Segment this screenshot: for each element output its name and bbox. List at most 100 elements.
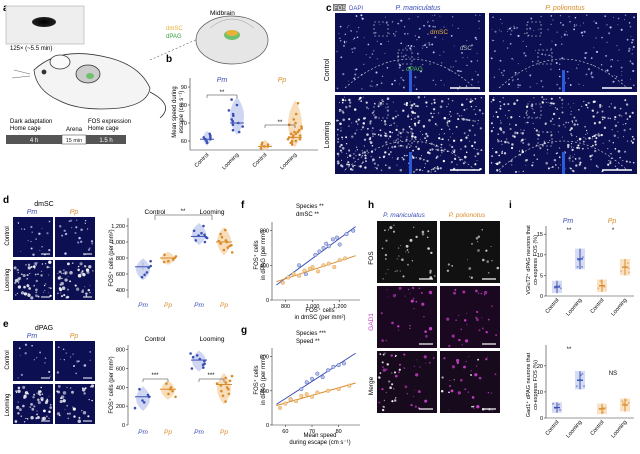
c-signal-dot [411, 135, 414, 138]
h-signal-dot [382, 278, 384, 280]
e-row-control: Control [5, 350, 11, 369]
e-point [167, 392, 170, 396]
e-signal-dot [88, 398, 90, 401]
e-signal-dot [59, 399, 63, 404]
e-species-pm: Pm [27, 333, 38, 340]
h-signal-dot [384, 229, 386, 232]
c-signal-dot [356, 149, 358, 151]
h-signal-dot [385, 368, 388, 371]
h-signal-dot [475, 365, 478, 367]
c-signal-dot [490, 122, 493, 125]
c-signal-dot [558, 156, 561, 159]
h-signal-dot [399, 270, 401, 272]
e-signal-dot [16, 405, 20, 410]
c-signal-dot [470, 105, 473, 108]
c-signal-dot [345, 136, 348, 139]
c-signal-dot [371, 127, 374, 130]
c-signal-dot [474, 164, 476, 166]
c-signal-dot [411, 114, 412, 116]
h-signal-dot [469, 276, 471, 278]
c-signal-dot [450, 35, 453, 37]
panel-letter-g: g [241, 325, 247, 336]
d-signal-dot [91, 242, 93, 245]
c-signal-dot [490, 100, 493, 103]
h-signal-dot [465, 339, 469, 343]
c-signal-dot [448, 125, 449, 127]
c-signal-dot [490, 57, 493, 60]
c-signal-dot [556, 152, 559, 154]
c-signal-dot [351, 48, 354, 50]
c-signal-dot [499, 105, 502, 107]
e-signal-dot [69, 387, 72, 389]
d-signal-dot [26, 283, 29, 286]
c-signal-dot [338, 32, 340, 34]
c-signal-dot [501, 150, 504, 153]
c-signal-dot [380, 82, 383, 84]
d-signal-dot [57, 272, 59, 274]
g-point [320, 375, 325, 380]
b-point [293, 130, 296, 134]
c-signal-dot [592, 115, 595, 118]
d-signal-dot [68, 220, 71, 223]
d-point [162, 260, 166, 264]
c-signal-dot [418, 36, 420, 39]
d-signal-dot [35, 288, 38, 292]
c-signal-dot [558, 124, 561, 127]
c-signal-dot [573, 153, 575, 155]
c-signal-dot [381, 75, 384, 78]
c-signal-dot [362, 152, 364, 154]
g-point [336, 387, 341, 392]
h-signal-dot [413, 226, 415, 228]
c-signal-dot [608, 160, 610, 161]
c-signal-dot [414, 124, 417, 127]
d-signal-dot [89, 292, 91, 294]
e-signal-dot [56, 412, 61, 416]
c-signal-dot [591, 76, 594, 79]
h-signal-dot [477, 235, 481, 238]
g-point [304, 380, 309, 385]
d-group-label: Looming [200, 209, 225, 216]
g-point [288, 397, 293, 402]
h-signal-dot [486, 260, 490, 263]
c-signal-dot [608, 106, 610, 108]
c-signal-dot [439, 105, 443, 109]
c-signal-dot [422, 134, 424, 136]
c-signal-dot [614, 75, 616, 76]
h-signal-dot [411, 260, 414, 262]
c-signal-dot [493, 76, 495, 78]
c-signal-dot [575, 164, 578, 167]
c-signal-dot [550, 97, 553, 100]
e-signal-dot [57, 346, 60, 349]
c-signal-dot [441, 152, 443, 154]
e-signal-dot [60, 395, 65, 399]
h-signal-dot [381, 387, 384, 391]
d-signal-dot [83, 265, 87, 268]
c-signal-dot [499, 170, 502, 173]
c-signal-dot [447, 103, 449, 105]
e-signal-dot [56, 371, 60, 374]
c-signal-dot [628, 161, 632, 164]
c-signal-dot [585, 51, 588, 54]
c-signal-dot [524, 32, 526, 35]
c-signal-dot [339, 102, 341, 103]
e-signal-dot [31, 407, 35, 411]
c-signal-dot [410, 118, 413, 121]
h-signal-dot [378, 376, 381, 379]
c-signal-dot [451, 16, 454, 18]
h-signal-dot [405, 244, 409, 248]
g-x-tick-label: 70 [309, 429, 315, 435]
c-signal-dot [492, 115, 495, 118]
h-signal-dot [397, 325, 400, 328]
e-signal-dot [24, 391, 29, 395]
c-signal-dot [551, 40, 553, 42]
d-signal-dot [77, 273, 82, 278]
e-group-label: Control [145, 336, 167, 343]
c-signal-dot [493, 50, 496, 53]
b-point [298, 134, 302, 137]
c-signal-dot [363, 151, 366, 154]
b-species-pm: Pm [217, 77, 228, 84]
e-point [230, 374, 234, 378]
c-signal-dot [558, 63, 561, 65]
c-signal-dot [430, 102, 433, 105]
c-signal-dot [401, 55, 403, 57]
